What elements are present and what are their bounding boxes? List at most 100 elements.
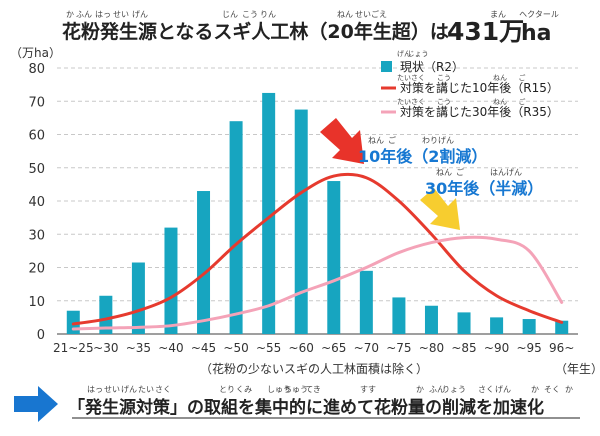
ruby-text: せい [104,385,120,394]
x-tick-label: ~85 [451,341,476,355]
x-tick-label: 96~ [549,341,574,355]
bar [457,312,471,334]
y-tick-label: 50 [28,162,45,177]
headline-unit: ha [521,21,552,46]
ruby-text: せい [355,10,371,19]
ruby-text: さく [478,385,494,394]
arrow-yellow-shape [420,188,460,230]
ruby-text: ねん [436,168,452,177]
y-tick-labels: 0 10 20 30 40 50 60 70 80 [28,62,45,343]
ruby-text: さく [411,98,425,106]
headline-ruby: かふん はっ せい げん じん こう りん ねん せい ごえ まん ヘクタール [66,9,559,19]
ruby-text: じん [222,10,238,19]
ruby-text: たい [138,385,154,394]
bar [294,109,308,334]
ruby-text: か [66,10,74,19]
x-tick-label: ~55 [256,341,281,355]
x-axis-label: （年生） [555,362,600,376]
ruby-text: げん [506,168,522,177]
ruby-text: ごえ [371,9,387,19]
bar [197,191,211,334]
ruby-text: か [416,385,424,394]
ruby-text: しゅう [267,385,291,394]
ruby-text: ねん [493,74,507,82]
bar [392,297,406,334]
x-tick-label: ~90 [484,341,509,355]
ruby-text: すす [360,385,376,394]
x-tick-label: ~45 [191,341,216,355]
headline-text: 花粉発生源となるスギ人工林（20年生超）は [62,20,449,43]
legend-swatch-bar [381,61,392,72]
x-tick-label: ~65 [321,341,346,355]
ruby-text: じょう [408,50,429,58]
y-tick-label: 60 [28,129,45,144]
ruby-text: こう [437,74,451,82]
x-tick-label: ~95 [516,341,541,355]
y-tick-label: 40 [28,195,45,210]
ruby-text: りょう [442,385,466,394]
ruby-text: こう [242,10,258,19]
y-tick-label: 70 [28,95,45,110]
x-tick-labels: 21~25 ~30 ~35 ~40 ~45 ~50 ~55 ~60 ~65 ~70 ~75 ~80 ~8… [53,341,574,355]
ruby-text: ご [456,167,464,177]
ruby-text: げん [397,49,411,58]
bar [99,295,113,334]
ruby-text: ヘクタール [519,10,559,19]
ruby-text: ねん [493,98,507,106]
bar [164,227,178,334]
bar [131,262,145,334]
annotation-ruby: ねんごわり げんねんごはん げん [368,135,522,177]
bar [229,121,243,334]
ruby-text: とり [219,385,235,394]
y-tick-label: 0 [37,328,45,343]
annotation-30-years: 30年後（半減） [425,179,543,198]
ruby-text: こう [437,98,451,106]
x-tick-label: ~30 [93,341,118,355]
chart-note: （花粉の少ないスギの人工林面積は除く） [200,361,428,376]
ruby-text: たい [397,74,411,82]
legend-label-r35: 対策を講じた30年後（R35） [400,104,559,119]
y-tick-label: 10 [28,295,45,310]
y-tick-label: 20 [28,262,45,277]
ruby-text: たい [397,98,411,106]
ruby-text: さく [155,385,171,394]
ruby-text: そく [544,385,560,394]
bar [327,181,341,334]
x-tick-label: ~70 [354,341,379,355]
ruby-text: はっ [95,10,111,19]
ruby-text: か [565,385,573,394]
ruby-text: ちゅう [284,385,308,394]
ruby-text: ご [519,73,526,82]
annotation-10-years: 10年後（2割減） [358,147,487,166]
ruby-text: りん [260,10,276,19]
y-tick-label: 80 [28,62,45,77]
ruby-text: ねん [337,10,353,19]
x-tick-label: ~80 [419,341,444,355]
ruby-text: まん [490,10,506,19]
x-tick-label: ~35 [126,341,151,355]
line-series [71,172,564,331]
legend-ruby: げんじょうたい さく こう ねん ごたい さく こう ねんご [397,49,526,106]
ruby-text: はん [490,168,506,177]
footer-ruby: はっ せい げん たい さく とり くみ しゅうちゅうてき すすかふんりょう さく げんかそくか [87,385,573,394]
series-line-r35 [71,235,564,331]
series-line-r15 [71,172,564,326]
x-tick-label: ~40 [158,341,183,355]
ruby-text: ふん [429,385,445,394]
x-tick-label: ~75 [386,341,411,355]
footer-arrow-icon [14,386,58,422]
legend-label-r15: 対策を講じた10年後（R15） [400,80,559,95]
bar [359,270,373,334]
footer-arrow-shape [14,386,58,422]
ruby-text: さく [411,74,425,82]
ruby-text: げん [121,385,137,394]
bar-series [66,92,569,334]
ruby-text: てき [305,385,321,394]
headline-amount: 431万 [447,17,524,46]
bar [262,92,276,334]
ruby-text: ご [519,97,526,106]
bar [490,317,504,334]
ruby-text: げん [495,385,511,394]
x-tick-label: ~50 [223,341,248,355]
ruby-text: か [531,385,539,394]
